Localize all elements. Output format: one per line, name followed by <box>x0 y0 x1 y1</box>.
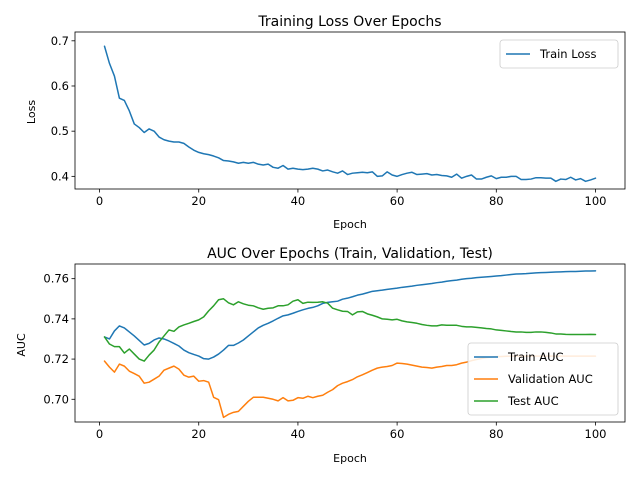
plot-area: 0 20 40 60 80 100 0.70 0.72 0.74 0.76 <box>43 263 626 441</box>
x-tick-label: 100 <box>585 427 607 441</box>
x-tick-label: 60 <box>390 427 405 441</box>
y-tick-label: 0.72 <box>43 352 69 366</box>
legend: Train Loss <box>499 39 619 69</box>
x-tick-label: 100 <box>585 194 607 208</box>
plot-area: 0 20 40 60 80 100 0.4 0.5 0.6 0.7 <box>51 31 626 208</box>
x-tick-label: 20 <box>191 427 206 441</box>
y-axis-label: Loss <box>25 100 38 124</box>
x-tick-label: 80 <box>489 194 504 208</box>
legend-label: Validation AUC <box>508 372 593 386</box>
chart-title: Training Loss Over Epochs <box>257 14 441 30</box>
axes-frame <box>74 263 626 423</box>
series-line-test-auc <box>103 298 597 362</box>
legend-label: Train AUC <box>507 350 564 364</box>
y-tick-label: 0.74 <box>43 312 69 326</box>
x-tick-label: 20 <box>191 194 206 208</box>
y-tick-label: 0.4 <box>51 169 69 183</box>
x-tick-label: 0 <box>96 194 103 208</box>
y-tick-label: 0.6 <box>51 79 69 93</box>
x-tick-label: 80 <box>489 427 504 441</box>
y-tick-label: 0.5 <box>51 124 69 138</box>
legend-box <box>467 342 619 416</box>
x-tick-label: 40 <box>291 194 306 208</box>
auc-chart: AUC Over Epochs (Train, Validation, Test… <box>15 246 626 465</box>
series-line-train-auc <box>103 270 597 360</box>
legend: Train AUC Validation AUC Test AUC <box>467 342 619 416</box>
y-tick-label: 0.7 <box>51 34 69 48</box>
x-tick-label: 60 <box>390 194 405 208</box>
axes-frame <box>74 31 626 190</box>
training-loss-chart: Training Loss Over Epochs Epoch Loss 0 20… <box>25 14 626 231</box>
y-tick-label: 0.70 <box>43 392 69 406</box>
chart-title: AUC Over Epochs (Train, Validation, Test… <box>207 246 493 262</box>
x-axis-label: Epoch <box>333 452 367 465</box>
legend-box <box>499 39 619 69</box>
x-tick-label: 0 <box>96 427 103 441</box>
legend-label: Train Loss <box>539 47 596 61</box>
series-line-train-loss <box>103 45 597 183</box>
legend-label: Test AUC <box>507 394 559 408</box>
x-axis-label: Epoch <box>333 218 367 231</box>
y-axis-label: AUC <box>15 333 28 357</box>
x-tick-label: 40 <box>291 427 306 441</box>
y-tick-label: 0.76 <box>43 272 69 286</box>
